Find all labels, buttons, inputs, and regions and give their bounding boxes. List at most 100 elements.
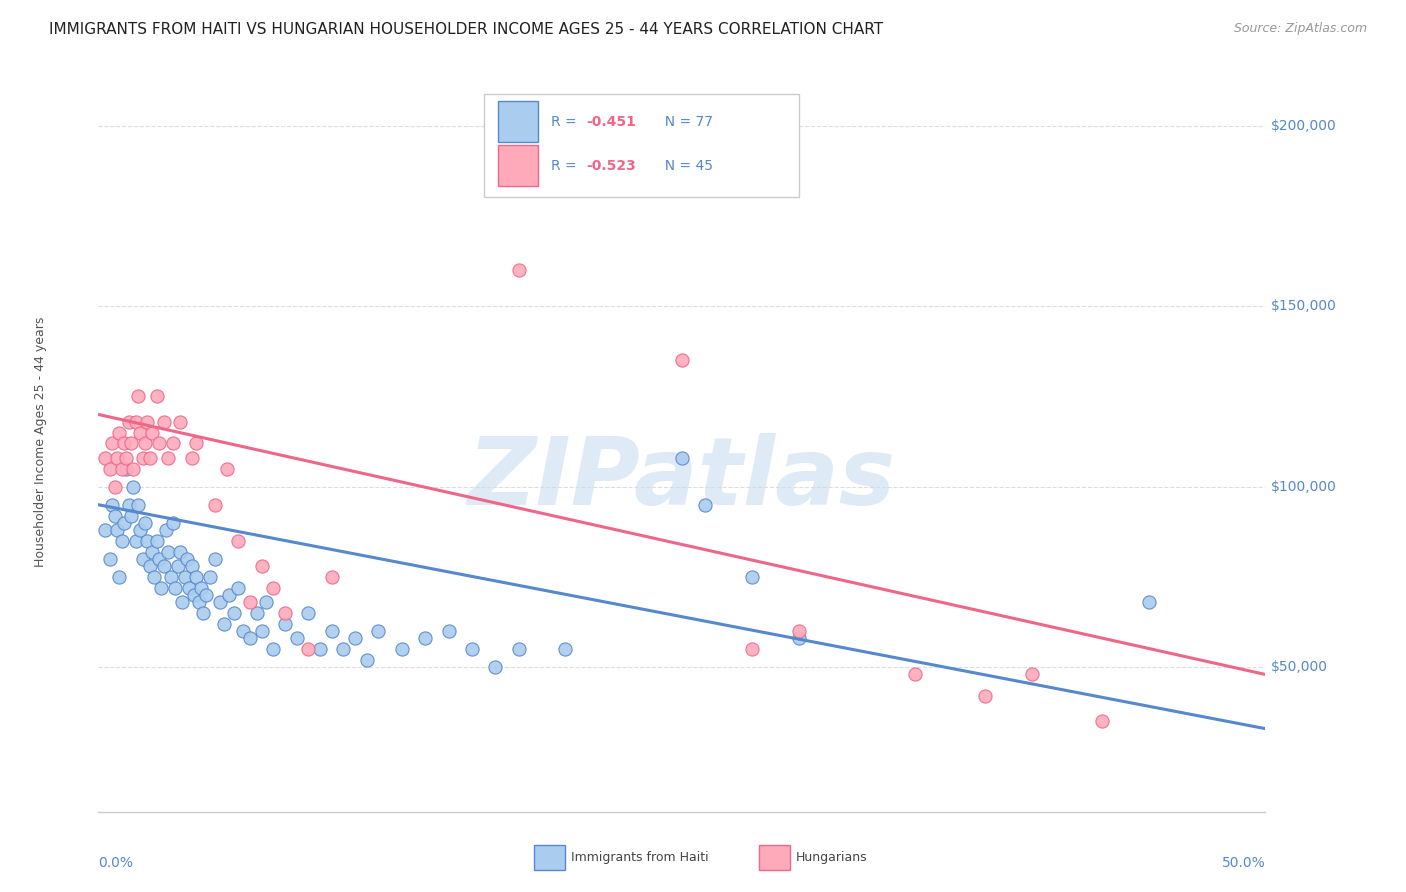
- Point: [108, 570, 131, 584]
- Point: [179, 581, 201, 595]
- Text: R =: R =: [551, 159, 581, 173]
- Point: [671, 450, 693, 465]
- Point: [115, 450, 138, 465]
- Point: [194, 588, 217, 602]
- Text: IMMIGRANTS FROM HAITI VS HUNGARIAN HOUSEHOLDER INCOME AGES 25 - 44 YEARS CORRELA: IMMIGRANTS FROM HAITI VS HUNGARIAN HOUSE…: [49, 22, 883, 37]
- Point: [309, 642, 332, 657]
- Point: [157, 450, 180, 465]
- Point: [215, 461, 238, 475]
- FancyBboxPatch shape: [498, 145, 538, 186]
- Point: [162, 436, 184, 450]
- Point: [94, 523, 117, 537]
- Point: [484, 660, 506, 674]
- Text: $50,000: $50,000: [1271, 660, 1329, 674]
- Point: [169, 544, 191, 558]
- Point: [274, 616, 297, 631]
- Point: [204, 498, 226, 512]
- Point: [187, 595, 209, 609]
- Point: [183, 588, 205, 602]
- Point: [228, 581, 250, 595]
- Point: [101, 498, 124, 512]
- Point: [1091, 714, 1114, 729]
- Point: [152, 415, 174, 429]
- Point: [172, 595, 194, 609]
- Text: 0.0%: 0.0%: [98, 856, 134, 870]
- Point: [208, 595, 231, 609]
- Point: [239, 632, 262, 646]
- Point: [146, 389, 169, 403]
- Point: [132, 450, 155, 465]
- Point: [115, 461, 138, 475]
- Point: [104, 508, 127, 523]
- Point: [413, 632, 436, 646]
- Point: [246, 606, 269, 620]
- Point: [250, 624, 273, 639]
- Point: [122, 480, 145, 494]
- Point: [508, 263, 530, 277]
- Point: [127, 498, 149, 512]
- Point: [129, 523, 152, 537]
- Text: $100,000: $100,000: [1271, 480, 1337, 493]
- Point: [162, 516, 184, 530]
- Point: [104, 480, 127, 494]
- Point: [437, 624, 460, 639]
- Point: [155, 523, 177, 537]
- Point: [297, 606, 319, 620]
- Point: [332, 642, 354, 657]
- Point: [250, 559, 273, 574]
- Point: [285, 632, 308, 646]
- Point: [695, 498, 717, 512]
- Point: [108, 425, 131, 440]
- Point: [256, 595, 278, 609]
- Point: [157, 544, 180, 558]
- Point: [356, 653, 378, 667]
- Point: [321, 570, 343, 584]
- Point: [200, 570, 222, 584]
- Point: [204, 552, 226, 566]
- Point: [143, 570, 166, 584]
- Point: [125, 415, 148, 429]
- Point: [190, 581, 212, 595]
- Point: [105, 450, 128, 465]
- Text: Hungarians: Hungarians: [796, 851, 868, 863]
- Text: ZIPatlas: ZIPatlas: [468, 433, 896, 524]
- Point: [122, 461, 145, 475]
- Text: -0.523: -0.523: [586, 159, 636, 173]
- Point: [134, 436, 156, 450]
- Point: [139, 450, 162, 465]
- Point: [367, 624, 389, 639]
- Point: [136, 415, 159, 429]
- FancyBboxPatch shape: [498, 101, 538, 142]
- Point: [159, 570, 181, 584]
- Text: Immigrants from Haiti: Immigrants from Haiti: [571, 851, 709, 863]
- Point: [125, 533, 148, 548]
- Point: [214, 616, 236, 631]
- Point: [554, 642, 576, 657]
- Point: [391, 642, 413, 657]
- Point: [186, 570, 208, 584]
- Point: [118, 415, 141, 429]
- Point: [148, 552, 170, 566]
- Text: R =: R =: [551, 115, 581, 128]
- Point: [176, 552, 198, 566]
- Text: N = 77: N = 77: [657, 115, 713, 128]
- Point: [111, 533, 134, 548]
- Point: [262, 642, 284, 657]
- Point: [180, 450, 202, 465]
- Point: [118, 498, 141, 512]
- Point: [139, 559, 162, 574]
- Point: [120, 436, 142, 450]
- Point: [741, 642, 763, 657]
- Point: [974, 689, 997, 703]
- Point: [904, 667, 927, 681]
- Point: [222, 606, 245, 620]
- Point: [166, 559, 188, 574]
- Point: [120, 508, 142, 523]
- Point: [180, 559, 202, 574]
- Point: [787, 624, 810, 639]
- Point: [344, 632, 367, 646]
- Point: [193, 606, 215, 620]
- Point: [112, 436, 135, 450]
- Point: [132, 552, 155, 566]
- Point: [297, 642, 319, 657]
